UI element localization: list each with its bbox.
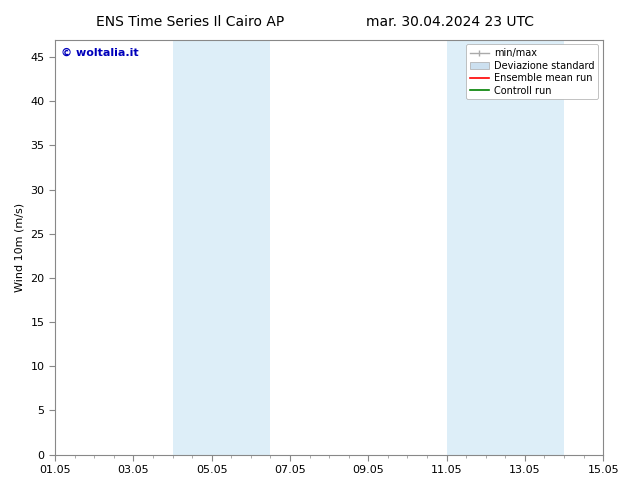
Legend: min/max, Deviazione standard, Ensemble mean run, Controll run: min/max, Deviazione standard, Ensemble m… (466, 45, 598, 99)
Bar (212, 40, 271, 455)
Y-axis label: Wind 10m (m/s): Wind 10m (m/s) (15, 202, 25, 292)
Bar (172, 40, 212, 455)
Text: ENS Time Series Il Cairo AP: ENS Time Series Il Cairo AP (96, 15, 284, 29)
Text: © woltalia.it: © woltalia.it (61, 48, 138, 58)
Text: mar. 30.04.2024 23 UTC: mar. 30.04.2024 23 UTC (366, 15, 534, 29)
Bar (446, 40, 505, 455)
Bar (505, 40, 564, 455)
